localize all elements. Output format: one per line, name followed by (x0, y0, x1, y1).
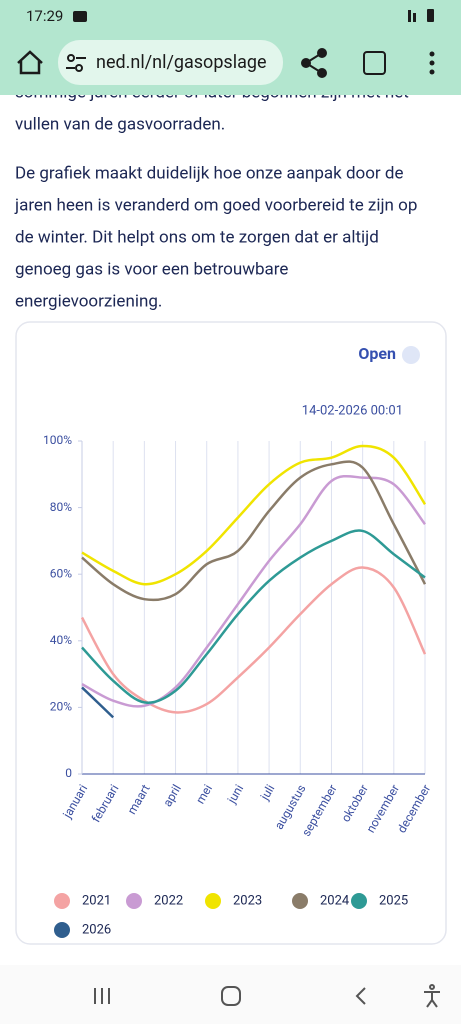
share-button[interactable] (301, 48, 327, 78)
series-line (80, 566, 427, 714)
legend-swatch (205, 893, 221, 909)
y-tick-label: 80% (50, 500, 72, 514)
legend-label: 2021 (82, 893, 111, 908)
legend-label: 2025 (379, 893, 408, 908)
paragraph-line: de winter. Dit helpt ons om te zorgen da… (15, 227, 379, 247)
series-line (81, 529, 426, 704)
site-settings-icon[interactable] (66, 54, 86, 72)
open-icon[interactable] (402, 346, 420, 364)
paragraph-line: genoeg gas is voor een betrouwbare (15, 259, 288, 279)
nav-buttons[interactable] (94, 984, 440, 1008)
series-line (81, 444, 427, 586)
legend-label: 2026 (82, 922, 111, 937)
status-time: 17:29 (26, 7, 63, 25)
y-tick-label: 20% (50, 700, 72, 714)
paragraph-line: jaren heen is veranderd om goed voorbere… (14, 195, 417, 215)
url-text[interactable]: ned.nl/nl/gasopslage (96, 52, 267, 73)
legend-swatch (54, 893, 70, 909)
paragraph-line: De grafiek maakt duidelijk hoe onze aanp… (15, 163, 404, 183)
tabs-button[interactable] (363, 51, 386, 75)
y-tick-label: 100% (43, 433, 72, 447)
y-tick-label: 60% (50, 566, 72, 580)
legend-swatch (54, 922, 70, 938)
series-line (81, 474, 426, 708)
legend-label: 2022 (154, 893, 183, 908)
timestamp: 14-02-2026 00:01 (302, 403, 403, 418)
series-line (81, 686, 115, 719)
legend-swatch (351, 893, 367, 909)
paragraph-line: energievoorziening. (15, 291, 162, 311)
menu-button[interactable] (429, 51, 435, 75)
legend-swatch (126, 893, 142, 909)
y-tick-label: 40% (50, 633, 72, 647)
paragraph-line: vullen van de gasvoorraden. (15, 114, 225, 134)
home-button[interactable] (17, 50, 43, 75)
open-button[interactable]: Open (358, 344, 396, 363)
y-tick-label: 0 (65, 766, 72, 780)
legend-label: 2023 (233, 893, 262, 908)
legend-swatch (292, 893, 308, 909)
series-line (81, 460, 427, 602)
status-icon (73, 11, 87, 22)
legend-label: 2024 (320, 893, 350, 908)
url-bar[interactable] (58, 40, 283, 85)
nav-bar (0, 965, 461, 1024)
status-icons (408, 9, 434, 22)
